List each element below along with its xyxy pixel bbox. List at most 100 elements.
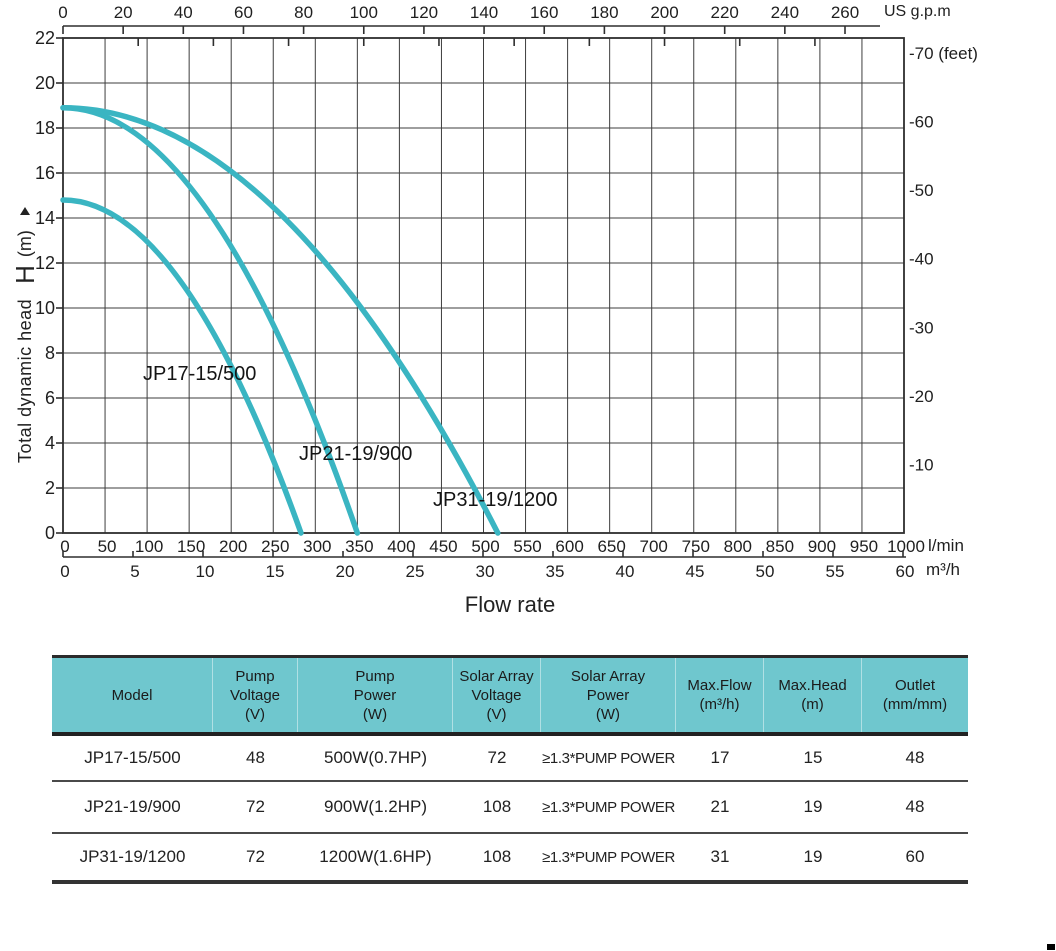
- scan-artifact: [1047, 944, 1055, 950]
- top-axis-tick-label: 60: [234, 3, 253, 22]
- right-axis-tick-label: -10: [909, 455, 934, 474]
- top-axis-tick-label: 260: [831, 3, 859, 22]
- table-cell: 108: [482, 847, 512, 866]
- m3h-tick-label: 20: [336, 562, 355, 581]
- table-cell: 19: [803, 797, 823, 816]
- right-feet-axis: -70 (feet) -60 -50 -40 -30 -20 -10: [909, 44, 978, 474]
- table-header-cell: Solar Array Voltage (V): [453, 658, 541, 732]
- lmin-tick-label: 950: [850, 537, 878, 556]
- m3h-tick-label: 40: [616, 562, 635, 581]
- table-cell: 108: [482, 797, 512, 816]
- top-axis-tick-label: 180: [590, 3, 618, 22]
- y-axis-title: Total dynamic head H (m): [0, 155, 50, 515]
- lmin-tick-label: 0: [60, 537, 69, 556]
- m3h-tick-label: 35: [546, 562, 565, 581]
- table-cell: ≥1.3*PUMP POWER: [542, 749, 675, 767]
- spec-table-body: JP17-15/500 48 500W(0.7HP) 72 ≥1.3*PUMP POWE…: [52, 736, 968, 884]
- table-cell: 60: [905, 847, 925, 866]
- table-cell: 72: [246, 797, 265, 816]
- curve-label: JP17-15/500: [143, 363, 257, 385]
- table-cell: 48: [905, 797, 925, 816]
- table-cell: JP17-15/500: [84, 748, 181, 767]
- y-axis-unit: (m): [14, 230, 35, 258]
- top-axis-tick-label: 40: [174, 3, 193, 22]
- top-axis-tick-label: 80: [294, 3, 313, 22]
- table-cell: 72: [246, 847, 265, 866]
- table-header-cell: Pump Voltage (V): [213, 658, 298, 732]
- lmin-tick-label: 1000: [887, 537, 925, 556]
- top-axis-tick-label: 160: [530, 3, 558, 22]
- m3h-unit-label: m³/h: [926, 560, 960, 579]
- lmin-tick-label: 250: [261, 537, 289, 556]
- top-axis-tick-label: 20: [114, 3, 133, 22]
- m3h-tick-label: 25: [406, 562, 425, 581]
- table-header-cell: Pump Power (W): [298, 658, 453, 732]
- right-axis-tick-label: -60: [909, 113, 934, 132]
- table-row: JP17-15/500 48 500W(0.7HP) 72 ≥1.3*PUMP POWE…: [52, 736, 968, 782]
- bottom-lmin-axis: 0 50 100 150 200 250 300 350 400 450 500 550 600 650 7…: [60, 537, 925, 556]
- pump-curves-svg: 0 20 40 60 80 100 120 140 160 180 200 220 240 260 222…: [35, 3, 978, 581]
- lmin-tick-label: 650: [597, 537, 625, 556]
- lmin-tick-label: 100: [135, 537, 163, 556]
- m3h-tick-label: 5: [130, 562, 139, 581]
- lmin-tick-label: 900: [808, 537, 836, 556]
- lmin-tick-label: 400: [387, 537, 415, 556]
- curve-label: JP21-19/900: [299, 443, 413, 465]
- table-cell: 31: [710, 847, 730, 866]
- curve-label: JP31-19/1200: [433, 489, 558, 511]
- table-cell: 1200W(1.6HP): [319, 847, 432, 866]
- left-axis-tick-label: 6: [45, 388, 55, 408]
- axis-direction-arrow-icon: [20, 207, 30, 216]
- table-header-cell: Outlet (mm/mm): [882, 677, 948, 713]
- pump-curve: [60, 105, 501, 536]
- table-cell: 17: [710, 748, 730, 767]
- lmin-tick-label: 550: [513, 537, 541, 556]
- top-axis-tick-label: 200: [650, 3, 678, 22]
- top-axis-tick-label: 120: [410, 3, 438, 22]
- top-axis-tick-label: 0: [58, 3, 67, 22]
- right-axis-tick-label: -40: [909, 250, 934, 269]
- left-axis-tick-label: 18: [35, 118, 55, 138]
- top-axis-unit-label: US g.p.m: [884, 3, 951, 20]
- m3h-tick-label: 45: [686, 562, 705, 581]
- lmin-unit-label: l/min: [928, 536, 964, 555]
- pump-curves: [60, 105, 501, 536]
- left-axis-tick-label: 8: [45, 343, 55, 363]
- lmin-tick-label: 700: [640, 537, 668, 556]
- left-axis-tick-label: 2: [45, 478, 55, 498]
- top-axis-tick-label: 220: [711, 3, 739, 22]
- table-cell: 500W(0.7HP): [324, 748, 427, 767]
- top-axis-tick-label: 100: [350, 3, 378, 22]
- table-row: JP21-19/900 72 900W(1.2HP) 108 ≥1.3*PUMP POW…: [52, 782, 968, 834]
- table-cell: 21: [710, 797, 730, 816]
- m3h-tick-label: 15: [266, 562, 285, 581]
- table-header-cell: Solar Array Power (W): [541, 658, 676, 732]
- x-axis-title: Flow rate: [464, 592, 556, 617]
- lmin-tick-label: 750: [682, 537, 710, 556]
- m3h-tick-label: 60: [896, 562, 915, 581]
- left-axis-tick-label: 10: [35, 298, 55, 318]
- table-cell: 48: [246, 748, 265, 767]
- m3h-tick-label: 0: [60, 562, 69, 581]
- spec-table: Model Pump Voltage (V) Pump Power (W) Solar…: [52, 655, 968, 884]
- plot-border: [62, 37, 905, 534]
- y-axis-symbol: H: [9, 265, 40, 284]
- table-cell: ≥1.3*PUMP POWER: [542, 798, 675, 816]
- table-header-cell: Max.Head (m): [764, 658, 862, 732]
- y-axis-title-text: Total dynamic head: [14, 298, 35, 463]
- left-axis-tick-label: 20: [35, 73, 55, 93]
- lmin-tick-label: 800: [724, 537, 752, 556]
- table-cell: 48: [905, 748, 925, 767]
- table-cell: 900W(1.2HP): [324, 797, 427, 816]
- lmin-tick-label: 600: [555, 537, 583, 556]
- table-cell: JP31-19/1200: [79, 847, 186, 866]
- m3h-tick-label: 10: [196, 562, 215, 581]
- pump-curve: [60, 197, 304, 536]
- left-axis-tick-label: 16: [35, 163, 55, 183]
- lmin-tick-label: 200: [219, 537, 247, 556]
- left-axis-tick-label: 22: [35, 28, 55, 48]
- top-axis-tick-label: 140: [470, 3, 498, 22]
- m3h-tick-label: 55: [826, 562, 845, 581]
